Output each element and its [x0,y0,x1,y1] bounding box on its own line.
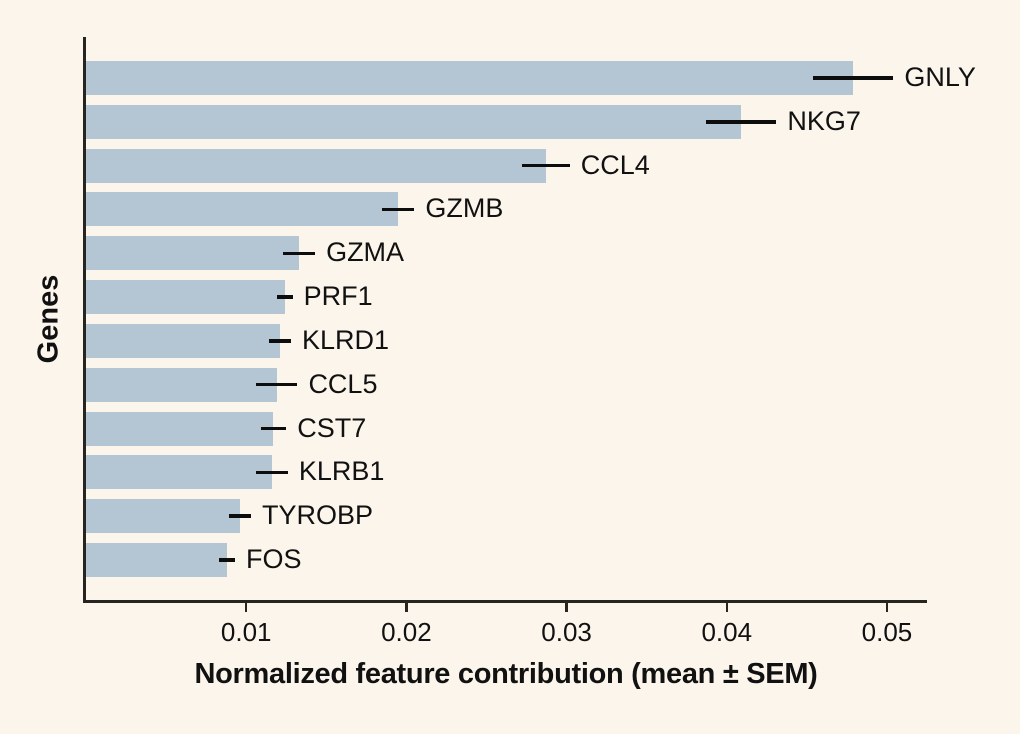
x-tick-label-0.02: 0.02 [381,617,432,647]
bar-label-ccl5: CCL5 [308,368,378,399]
x-tick-label-0.03: 0.03 [541,617,592,647]
bar-label-gzmb: GZMB [425,193,504,224]
bar-label-gnly: GNLY [904,61,976,92]
x-tick-label-0.01: 0.01 [220,617,272,647]
error-bar-gzmb [382,207,415,212]
error-bar-klrb1 [255,470,288,475]
bar-gnly [86,61,854,95]
error-bar-fos [218,558,235,562]
x-tick-0.04 [725,603,728,612]
x-tick-0.03 [565,603,568,612]
bar-nkg7 [86,104,742,139]
x-tick-0.05 [885,603,889,612]
x-tick-0.02 [405,603,408,612]
x-axis-title: Normalized feature contribution (mean ± … [194,658,818,690]
bar-label-prf1: PRF1 [303,281,373,312]
bar-label-klrd1: KLRD1 [302,324,390,355]
bar-label-nkg7: NKG7 [787,105,861,136]
error-bar-prf1 [276,295,293,299]
bar-ccl4 [86,148,546,183]
error-bar-gzma [283,251,316,256]
error-bar-ccl4 [521,163,570,168]
x-tick-label-0.04: 0.04 [701,617,753,647]
error-bar-gnly [813,76,894,80]
error-bar-tyrobp [228,514,251,518]
bar-label-ccl4: CCL4 [580,149,650,180]
plot-area: GNLY NKG7 CCL4 GZMB GZMA PRF1 KLRD1 CCL5 CST7 KLR… [83,37,976,647]
bar-tyrobp [86,499,240,534]
bar-label-klrb1: KLRB1 [298,456,385,487]
bar-fos [86,543,227,577]
bar-klrd1 [86,323,280,358]
bar-cst7 [86,411,274,446]
bar-label-tyrobp: TYROBP [261,500,374,531]
bar-ccl5 [86,367,277,402]
x-tick-0.01 [244,603,248,612]
bar-label-fos: FOS [245,543,302,574]
y-axis-title: Genes [32,274,65,364]
error-bar-klrd1 [268,339,292,343]
error-bar-nkg7 [705,120,777,124]
y-axis-line [83,37,86,603]
x-tick-label-0.05: 0.05 [861,617,913,647]
bar-label-gzma: GZMA [326,237,405,268]
error-bar-cst7 [260,426,287,431]
bar-label-cst7: CST7 [297,412,367,443]
bar-gzma [86,236,300,271]
x-axis-line [83,600,927,603]
bar-prf1 [86,280,285,315]
bar-gzmb [86,192,399,227]
error-bar-ccl5 [255,382,298,387]
bar-klrb1 [86,455,272,490]
